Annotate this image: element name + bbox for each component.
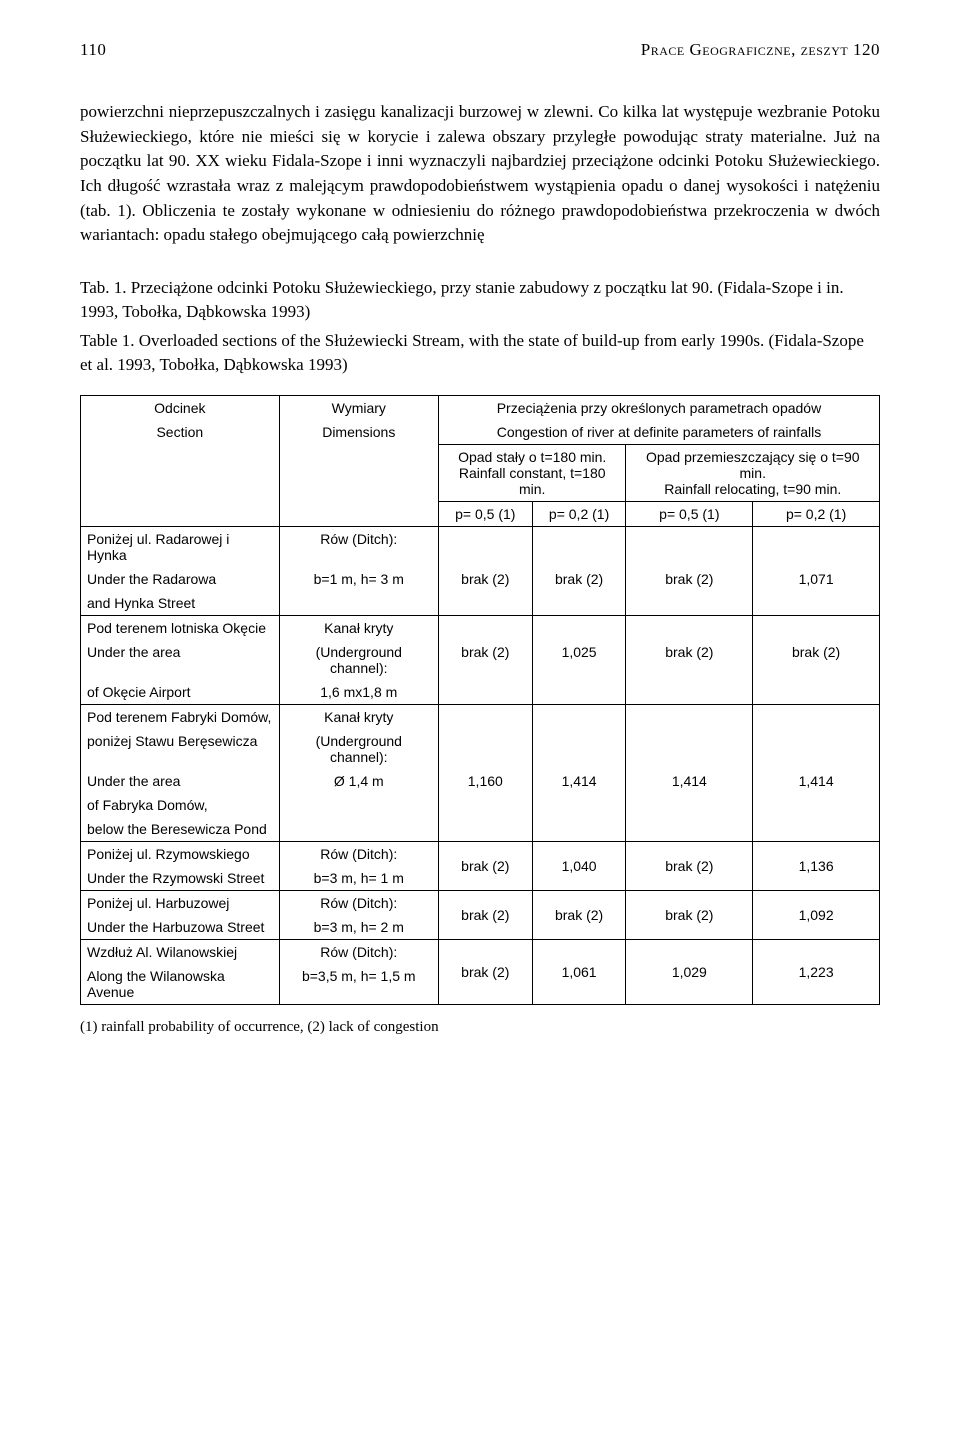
running-title: Prace Geograficzne, zeszyt 120 <box>641 40 880 60</box>
table-caption: Tab. 1. Przeciążone odcinki Potoku Służe… <box>80 276 880 377</box>
body-paragraph: powierzchni nieprzepuszczalnych i zasięg… <box>80 100 880 248</box>
r5-sec-pl: Poniżej ul. Harbuzowej <box>81 891 280 916</box>
r4-v4: 1,136 <box>753 842 880 891</box>
r3-sec-en2: of Fabryka Domów, <box>81 793 280 817</box>
r1-v2: brak (2) <box>532 567 626 591</box>
th-p05-b: p= 0,5 (1) <box>626 502 753 527</box>
caption-pl: Tab. 1. Przeciążone odcinki Potoku Służe… <box>80 276 880 324</box>
r3-dim1: Kanał kryty <box>279 705 438 730</box>
r4-v3: brak (2) <box>626 842 753 891</box>
r4-v2: 1,040 <box>532 842 626 891</box>
r1-v1: brak (2) <box>438 567 532 591</box>
r6-dim2: b=3,5 m, h= 1,5 m <box>279 964 438 1005</box>
r2-v4: brak (2) <box>753 640 880 680</box>
r6-sec-en1: Along the Wilanowska Avenue <box>81 964 280 1005</box>
r2-dim1: Kanał kryty <box>279 616 438 641</box>
th-congestion-en: Congestion of river at definite paramete… <box>438 420 879 445</box>
th-section-en: Section <box>81 420 280 445</box>
th-reloc-en-text: Rainfall relocating, t=90 min. <box>664 481 841 497</box>
r3-sec-pl2: poniżej Stawu Beręsewicza <box>81 729 280 769</box>
r5-v2: brak (2) <box>532 891 626 940</box>
r1-dim1: Rów (Ditch): <box>279 527 438 568</box>
r3-v4: 1,414 <box>753 769 880 793</box>
r4-sec-en1: Under the Rzymowski Street <box>81 866 280 891</box>
r6-sec-pl: Wzdłuż Al. Wilanowskiej <box>81 940 280 965</box>
r6-v3: 1,029 <box>626 940 753 1005</box>
th-p05-a: p= 0,5 (1) <box>438 502 532 527</box>
th-constant-en-text: Rainfall constant, t=180 min. <box>459 465 606 497</box>
th-reloc-pl-text: Opad przemieszczający się o t=90 min. <box>646 449 860 481</box>
r1-sec-pl: Poniżej ul. Radarowej i Hynka <box>81 527 280 568</box>
th-congestion-pl: Przeciążenia przy określonych parametrac… <box>438 396 879 421</box>
r5-dim2: b=3 m, h= 2 m <box>279 915 438 940</box>
r5-sec-en1: Under the Harbuzowa Street <box>81 915 280 940</box>
r5-dim1: Rów (Ditch): <box>279 891 438 916</box>
r6-dim1: Rów (Ditch): <box>279 940 438 965</box>
th-section: Odcinek <box>81 396 280 421</box>
r3-v3: 1,414 <box>626 769 753 793</box>
r2-v2: 1,025 <box>532 640 626 680</box>
r5-v4: 1,092 <box>753 891 880 940</box>
r3-dim3: Ø 1,4 m <box>279 769 438 793</box>
r4-sec-pl: Poniżej ul. Rzymowskiego <box>81 842 280 867</box>
th-dimensions: Wymiary <box>279 396 438 421</box>
r3-sec-en3: below the Beresewicza Pond <box>81 817 280 842</box>
r6-v1: brak (2) <box>438 940 532 1005</box>
th-constant-pl-text: Opad stały o t=180 min. <box>458 449 606 465</box>
r2-sec-pl: Pod terenem lotniska Okęcie <box>81 616 280 641</box>
th-p02-a: p= 0,2 (1) <box>532 502 626 527</box>
r4-v1: brak (2) <box>438 842 532 891</box>
page-number: 110 <box>80 40 106 60</box>
r4-dim2: b=3 m, h= 1 m <box>279 866 438 891</box>
r2-dim2: (Underground channel): <box>279 640 438 680</box>
r2-dim3: 1,6 mx1,8 m <box>279 680 438 705</box>
r2-sec-en2: of Okęcie Airport <box>81 680 280 705</box>
r6-v4: 1,223 <box>753 940 880 1005</box>
r1-dim2: b=1 m, h= 3 m <box>279 567 438 591</box>
r2-sec-en1: Under the area <box>81 640 280 680</box>
r2-v3: brak (2) <box>626 640 753 680</box>
overload-table: Odcinek Wymiary Przeciążenia przy określ… <box>80 395 880 1005</box>
r5-v1: brak (2) <box>438 891 532 940</box>
r3-v1: 1,160 <box>438 769 532 793</box>
th-constant-pl: Opad stały o t=180 min. Rainfall constan… <box>438 445 626 502</box>
running-header: 110 Prace Geograficzne, zeszyt 120 <box>80 40 880 60</box>
r6-v2: 1,061 <box>532 940 626 1005</box>
r1-v3: brak (2) <box>626 567 753 591</box>
r3-sec-en1: Under the area <box>81 769 280 793</box>
r3-dim2: (Underground channel): <box>279 729 438 769</box>
th-p02-b: p= 0,2 (1) <box>753 502 880 527</box>
r2-v1: brak (2) <box>438 640 532 680</box>
r4-dim1: Rów (Ditch): <box>279 842 438 867</box>
r1-sec-en1: Under the Radarowa <box>81 567 280 591</box>
th-reloc-pl: Opad przemieszczający się o t=90 min. Ra… <box>626 445 880 502</box>
th-dimensions-en: Dimensions <box>279 420 438 445</box>
r3-sec-pl: Pod terenem Fabryki Domów, <box>81 705 280 730</box>
r1-sec-en2: and Hynka Street <box>81 591 280 616</box>
r1-v4: 1,071 <box>753 567 880 591</box>
table-footnote: (1) rainfall probability of occurrence, … <box>80 1019 880 1036</box>
caption-en: Table 1. Overloaded sections of the Służ… <box>80 329 880 377</box>
page-container: 110 Prace Geograficzne, zeszyt 120 powie… <box>0 0 960 1455</box>
r5-v3: brak (2) <box>626 891 753 940</box>
r3-v2: 1,414 <box>532 769 626 793</box>
